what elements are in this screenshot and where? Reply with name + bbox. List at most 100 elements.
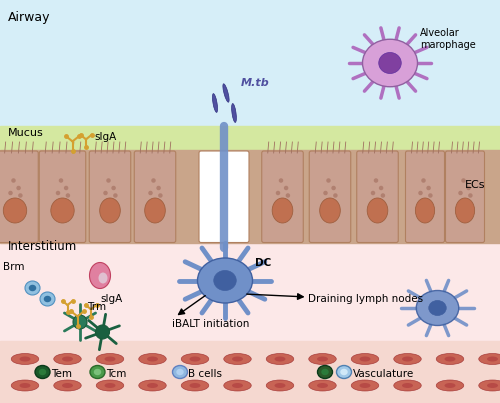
Ellipse shape	[147, 357, 158, 361]
Ellipse shape	[11, 178, 16, 183]
Ellipse shape	[90, 262, 110, 289]
Ellipse shape	[436, 380, 464, 391]
Ellipse shape	[156, 186, 161, 190]
Ellipse shape	[73, 315, 87, 329]
Ellipse shape	[336, 366, 351, 378]
Ellipse shape	[176, 369, 184, 375]
Ellipse shape	[20, 357, 30, 361]
Ellipse shape	[421, 178, 426, 183]
Text: Trm: Trm	[88, 301, 106, 312]
Ellipse shape	[148, 191, 153, 195]
FancyBboxPatch shape	[357, 151, 398, 243]
Ellipse shape	[190, 383, 200, 388]
Bar	[0, 243, 500, 341]
Ellipse shape	[40, 292, 55, 306]
Ellipse shape	[212, 93, 218, 112]
Ellipse shape	[18, 193, 22, 198]
FancyBboxPatch shape	[309, 151, 351, 243]
Text: Draining lymph nodes: Draining lymph nodes	[308, 294, 422, 304]
Ellipse shape	[352, 353, 379, 364]
Ellipse shape	[323, 191, 328, 195]
Ellipse shape	[232, 104, 236, 123]
Ellipse shape	[436, 353, 464, 364]
Ellipse shape	[320, 198, 340, 223]
Ellipse shape	[458, 191, 463, 195]
Ellipse shape	[64, 186, 68, 190]
Ellipse shape	[468, 193, 472, 198]
Ellipse shape	[272, 198, 293, 223]
Ellipse shape	[112, 186, 116, 190]
Bar	[0, 125, 500, 153]
Ellipse shape	[54, 353, 81, 364]
Ellipse shape	[352, 380, 379, 391]
Ellipse shape	[29, 285, 36, 291]
Ellipse shape	[379, 52, 401, 73]
Text: Alveolar
marophage: Alveolar marophage	[420, 28, 476, 50]
Ellipse shape	[100, 198, 120, 223]
Ellipse shape	[426, 186, 431, 190]
Ellipse shape	[394, 353, 421, 364]
Ellipse shape	[104, 191, 108, 195]
Ellipse shape	[104, 383, 116, 388]
Text: DC: DC	[255, 258, 271, 268]
Ellipse shape	[444, 383, 456, 388]
Ellipse shape	[4, 198, 26, 223]
Ellipse shape	[214, 270, 236, 291]
Ellipse shape	[284, 186, 288, 190]
Bar	[0, 0, 500, 133]
Text: Vasculature: Vasculature	[352, 369, 414, 379]
Text: Tem: Tem	[51, 369, 72, 379]
FancyBboxPatch shape	[89, 151, 131, 243]
Ellipse shape	[113, 193, 117, 198]
Ellipse shape	[418, 191, 423, 195]
Ellipse shape	[232, 357, 243, 361]
Ellipse shape	[487, 357, 498, 361]
FancyBboxPatch shape	[134, 151, 176, 243]
Text: M.tb: M.tb	[241, 77, 270, 87]
FancyBboxPatch shape	[446, 151, 484, 243]
Ellipse shape	[11, 353, 39, 364]
Ellipse shape	[326, 178, 330, 183]
Ellipse shape	[466, 186, 471, 190]
Ellipse shape	[428, 193, 432, 198]
Ellipse shape	[25, 281, 40, 295]
Ellipse shape	[456, 198, 474, 223]
Ellipse shape	[182, 353, 209, 364]
Ellipse shape	[279, 178, 283, 183]
Ellipse shape	[444, 357, 456, 361]
Ellipse shape	[379, 186, 384, 190]
Ellipse shape	[332, 186, 336, 190]
Ellipse shape	[11, 380, 39, 391]
Ellipse shape	[429, 301, 446, 316]
Ellipse shape	[51, 198, 74, 223]
Ellipse shape	[362, 39, 418, 87]
Ellipse shape	[360, 357, 370, 361]
Ellipse shape	[333, 193, 338, 198]
Ellipse shape	[139, 353, 166, 364]
Ellipse shape	[62, 357, 73, 361]
Text: B cells: B cells	[188, 369, 222, 379]
Ellipse shape	[266, 353, 294, 364]
Ellipse shape	[66, 193, 70, 198]
Text: sIgA: sIgA	[100, 294, 122, 304]
Ellipse shape	[62, 383, 73, 388]
Ellipse shape	[274, 357, 285, 361]
Ellipse shape	[318, 366, 332, 378]
Ellipse shape	[20, 383, 30, 388]
Ellipse shape	[367, 198, 388, 223]
Ellipse shape	[266, 380, 294, 391]
Ellipse shape	[98, 272, 108, 283]
Ellipse shape	[104, 357, 116, 361]
FancyBboxPatch shape	[262, 151, 303, 243]
FancyBboxPatch shape	[406, 151, 444, 243]
Ellipse shape	[147, 383, 158, 388]
Ellipse shape	[276, 191, 280, 195]
Ellipse shape	[39, 369, 46, 375]
Ellipse shape	[190, 357, 200, 361]
Ellipse shape	[223, 84, 229, 102]
FancyBboxPatch shape	[39, 151, 86, 243]
Ellipse shape	[309, 380, 336, 391]
Text: Brm: Brm	[2, 262, 24, 272]
Text: Airway: Airway	[8, 10, 50, 23]
Text: Tcm: Tcm	[106, 369, 126, 379]
